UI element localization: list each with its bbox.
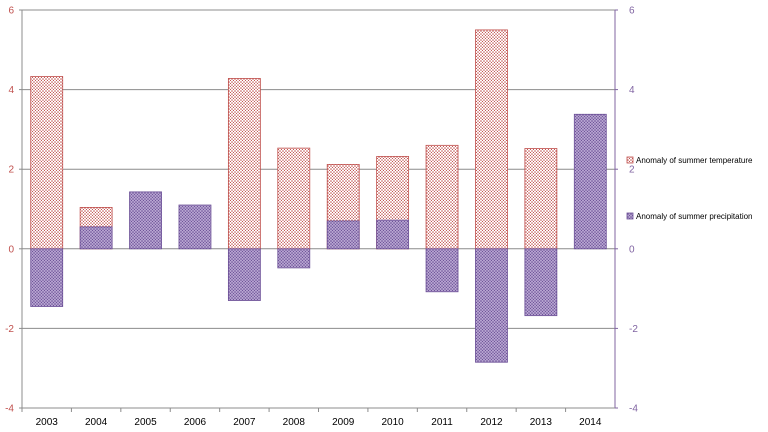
right-tick-label: -4 [629,404,638,415]
right-tick-label: 6 [629,6,635,17]
x-tick-label: 2004 [85,417,108,428]
x-tick-label: 2010 [382,417,405,428]
bar-precipitation-2013 [524,248,558,317]
right-tick-label: -2 [629,324,638,335]
x-tick-label: 2007 [233,417,256,428]
x-tick-label: 2011 [431,417,453,428]
left-tick-label: 4 [8,85,14,96]
legend-label: Anomaly of summer precipitation [636,212,753,221]
right-tick-label: 4 [629,85,635,96]
left-tick-label: 6 [8,6,14,17]
x-tick-label: 2003 [36,417,59,428]
bar-temperature-2011 [425,144,459,250]
bar-precipitation-2012 [475,248,508,363]
bar-precipitation-2014 [573,113,607,250]
bar-precipitation-2011 [425,248,459,293]
bar-precipitation-2009 [326,220,360,250]
bar-precipitation-2005 [129,191,162,250]
left-tick-label: -4 [5,404,14,415]
bar-temperature-2013 [524,148,558,250]
x-tick-label: 2014 [579,417,602,428]
x-tick-label: 2009 [332,417,355,428]
right-tick-label: 0 [629,244,635,255]
legend-swatch [626,156,634,164]
x-tick-label: 2005 [134,417,157,428]
legend: Anomaly of summer temperature Anomaly of … [626,156,753,221]
bar-precipitation-2010 [376,219,410,250]
bar-temperature-2007 [227,78,261,250]
bar-precipitation-2004 [79,226,113,250]
left-tick-label: 0 [8,244,14,255]
x-tick-label: 2008 [283,417,306,428]
bar-temperature-2003 [30,76,64,250]
legend-swatch [626,212,634,220]
bar-temperature-2012 [475,29,508,250]
right-tick-label: 2 [629,165,635,176]
bar-temperature-2008 [277,147,311,250]
bar-precipitation-2003 [30,248,64,307]
x-tick-label: 2012 [480,417,503,428]
x-tick-label: 2013 [530,417,553,428]
gridlines [22,9,615,329]
bars [30,29,607,363]
left-tick-label: 2 [8,165,14,176]
bar-precipitation-2007 [227,248,261,301]
bar-precipitation-2006 [178,204,212,250]
legend-label: Anomaly of summer temperature [636,156,753,165]
x-tick-label: 2006 [184,417,207,428]
left-tick-label: -2 [5,324,14,335]
axes: -4 -2 0 2 4 6 -4 -2 0 2 4 6 2003 2004 2005 2006 2007 2008… [5,6,638,429]
bar-precipitation-2008 [277,248,311,269]
